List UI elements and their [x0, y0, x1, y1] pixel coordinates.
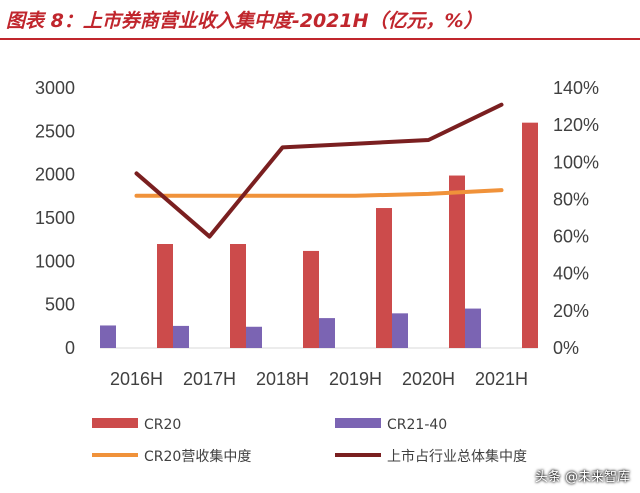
lines [134, 102, 504, 239]
left-tick-label: 500 [45, 295, 75, 315]
x-tick-label: 2016H [110, 369, 163, 389]
cr21-40-bar [319, 318, 335, 348]
x-tick-label: 2020H [402, 369, 455, 389]
legend-label: 上市占行业总体集中度 [387, 448, 527, 465]
right-tick-label: 140% [553, 78, 599, 98]
right-tick-label: 80% [553, 189, 589, 209]
right-tick-label: 0% [553, 338, 579, 358]
left-tick-label: 1000 [35, 251, 75, 271]
cr20-bar [157, 244, 173, 348]
x-tick-label: 2019H [329, 369, 382, 389]
cr21-40-bar [392, 313, 408, 348]
cr20-bar [376, 208, 392, 348]
cr21-40-bar [100, 325, 116, 348]
title-bar: 图表 8：上市券商营业收入集中度-2021H（亿元，%） [0, 0, 640, 40]
right-tick-label: 20% [553, 301, 589, 321]
legend-label: CR20营收集中度 [144, 448, 251, 465]
legend-swatch [335, 418, 381, 428]
legend-label: CR20 [144, 417, 181, 433]
right-tick-label: 100% [553, 152, 599, 172]
cr20-share-line [134, 188, 504, 198]
right-tick-label: 40% [553, 264, 589, 284]
legend-label: CR21-40 [387, 417, 447, 433]
left-axis: 0 500 1000 1500 2000 2500 3000 [35, 78, 75, 358]
cr21-40-bar [173, 325, 189, 348]
left-tick-label: 1500 [35, 208, 75, 228]
legend: CR20 CR21-40 CR20营收集中度 上市占行业总体集中度 [92, 417, 527, 465]
x-tick-label: 2017H [183, 369, 236, 389]
left-tick-label: 0 [65, 338, 75, 358]
cr20-bar [522, 122, 538, 349]
left-tick-label: 2500 [35, 121, 75, 141]
x-axis: 2016H 2017H 2018H 2019H 2020H 2021H [110, 369, 528, 389]
cr20-bar [449, 175, 465, 348]
x-tick-label: 2021H [475, 369, 528, 389]
cr21-40-bar [465, 308, 481, 348]
cr21-40-bar [246, 326, 262, 348]
right-tick-label: 60% [553, 227, 589, 247]
legend-swatch [92, 418, 138, 428]
title-underline [0, 38, 640, 40]
x-tick-label: 2018H [256, 369, 309, 389]
watermark: 头条 @未来智库 [534, 470, 630, 485]
cr20-bar [303, 250, 319, 348]
cr20-bar [230, 244, 246, 348]
chart-title: 图表 8：上市券商营业收入集中度-2021H（亿元，%） [6, 10, 483, 32]
right-axis: 0% 20% 40% 60% 80% 100% 120% 140% [553, 78, 599, 358]
listed-share-line [134, 102, 504, 239]
left-tick-label: 2000 [35, 165, 75, 185]
right-tick-label: 120% [553, 115, 599, 135]
bars [100, 122, 538, 349]
left-tick-label: 3000 [35, 78, 75, 98]
